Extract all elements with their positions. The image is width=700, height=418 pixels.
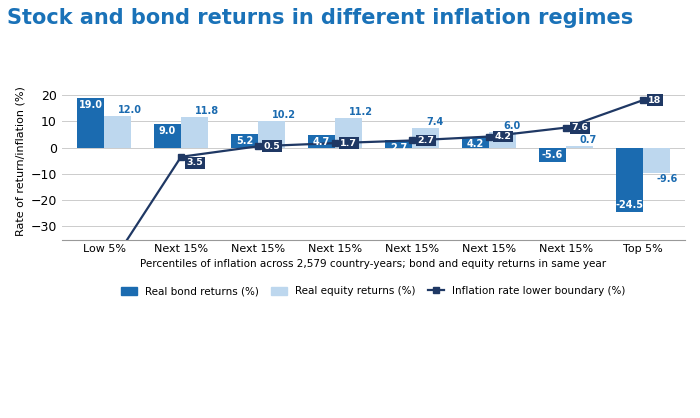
Text: 1.7: 1.7 bbox=[340, 139, 357, 148]
Bar bbox=[104, 116, 131, 148]
Bar bbox=[616, 148, 643, 212]
Text: Stock and bond returns in different inflation regimes: Stock and bond returns in different infl… bbox=[7, 8, 634, 28]
Text: 7.6: 7.6 bbox=[571, 123, 588, 132]
Text: 2.7: 2.7 bbox=[417, 136, 434, 145]
Text: 4.2: 4.2 bbox=[494, 132, 511, 141]
Text: 11.8: 11.8 bbox=[195, 105, 219, 115]
Text: 5.2: 5.2 bbox=[236, 136, 253, 146]
Text: 9.0: 9.0 bbox=[159, 126, 176, 136]
Text: 7.4: 7.4 bbox=[426, 117, 443, 127]
Bar bbox=[643, 148, 670, 173]
Text: 6.0: 6.0 bbox=[503, 121, 520, 131]
Text: -5.6: -5.6 bbox=[542, 150, 563, 160]
Text: 0.5: 0.5 bbox=[263, 142, 280, 151]
Bar bbox=[385, 140, 412, 148]
Bar bbox=[154, 124, 181, 148]
Text: 0.7: 0.7 bbox=[580, 135, 597, 145]
Text: 4.2: 4.2 bbox=[467, 139, 484, 149]
Bar bbox=[308, 135, 335, 148]
Bar bbox=[231, 134, 258, 148]
Bar bbox=[489, 132, 516, 148]
X-axis label: Percentiles of inflation across 2,579 country-years; bond and equity returns in : Percentiles of inflation across 2,579 co… bbox=[140, 259, 606, 269]
Text: -24.5: -24.5 bbox=[615, 200, 643, 210]
Text: 4.7: 4.7 bbox=[313, 138, 330, 147]
Text: 11.2: 11.2 bbox=[349, 107, 373, 117]
Bar bbox=[462, 137, 489, 148]
Bar bbox=[181, 117, 208, 148]
Bar bbox=[412, 128, 439, 148]
Y-axis label: Rate of return/inflation (%): Rate of return/inflation (%) bbox=[15, 86, 25, 236]
Text: 18: 18 bbox=[648, 96, 662, 105]
Bar bbox=[335, 118, 362, 148]
Bar bbox=[566, 146, 593, 148]
Legend: Real bond returns (%), Real equity returns (%), Inflation rate lower boundary (%: Real bond returns (%), Real equity retur… bbox=[117, 282, 630, 301]
Text: -9.6: -9.6 bbox=[657, 174, 678, 184]
Text: 19.0: 19.0 bbox=[78, 100, 103, 110]
Text: 2.7: 2.7 bbox=[390, 143, 407, 153]
Text: 3.5: 3.5 bbox=[186, 158, 203, 167]
Bar bbox=[258, 121, 285, 148]
Bar bbox=[539, 148, 566, 162]
Text: 10.2: 10.2 bbox=[272, 110, 296, 120]
Bar bbox=[77, 98, 104, 148]
Text: 12.0: 12.0 bbox=[118, 105, 142, 115]
